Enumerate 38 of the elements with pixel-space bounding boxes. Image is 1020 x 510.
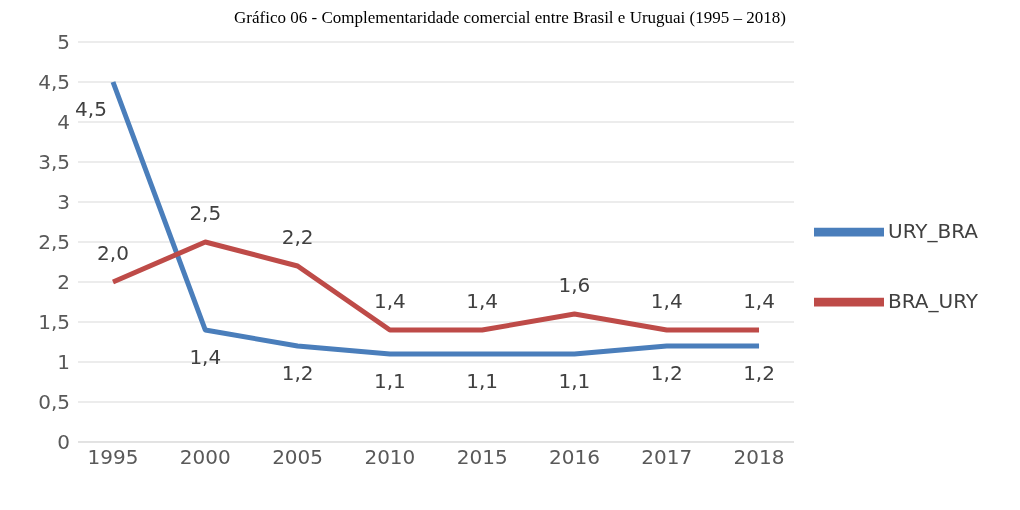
y-tick-label: 3,5 [38,150,70,175]
x-tick-label: 1995 [87,445,139,470]
y-tick-label: 5 [57,30,70,55]
data-label: 2,0 [97,241,129,265]
data-label: 1,4 [189,345,222,369]
data-label: 1,4 [743,289,775,313]
y-tick-label: 0 [57,430,70,455]
x-tick-label: 2010 [364,445,416,470]
data-label: 1,6 [558,273,591,297]
y-tick-label: 1 [57,350,70,375]
x-tick-label: 2005 [272,445,324,470]
data-label: 2,2 [281,225,314,249]
x-tick-label: 2018 [733,445,785,470]
y-tick-label: 1,5 [38,310,70,335]
data-label: 1,1 [558,369,591,393]
data-label: 1,4 [650,289,683,313]
x-tick-label: 2016 [549,445,600,470]
legend-label: BRA_URY [888,288,978,313]
y-tick-label: 3 [57,190,70,215]
x-tick-label: 2015 [456,445,508,470]
x-tick-label: 2017 [641,445,693,470]
data-label: 4,5 [75,97,107,121]
y-tick-label: 2,5 [38,230,70,255]
y-tick-label: 4,5 [38,70,70,95]
data-label: 1,4 [466,289,499,313]
data-label: 1,4 [373,289,406,313]
y-tick-label: 0,5 [38,390,70,415]
y-tick-label: 4 [57,110,70,135]
legend-label: URY_BRA [888,218,978,243]
y-tick-label: 2 [57,270,70,295]
chart-title: Gráfico 06 - Complementaridade comercial entre Brasil e Uruguai (1995 – 2018) [233,8,787,29]
data-label: 1,1 [466,369,499,393]
x-tick-label: 2000 [179,445,231,470]
data-label: 1,2 [743,361,775,385]
data-label: 1,2 [650,361,683,385]
data-label: 2,5 [189,201,222,225]
data-label: 1,1 [373,369,406,393]
data-label: 1,2 [281,361,314,385]
